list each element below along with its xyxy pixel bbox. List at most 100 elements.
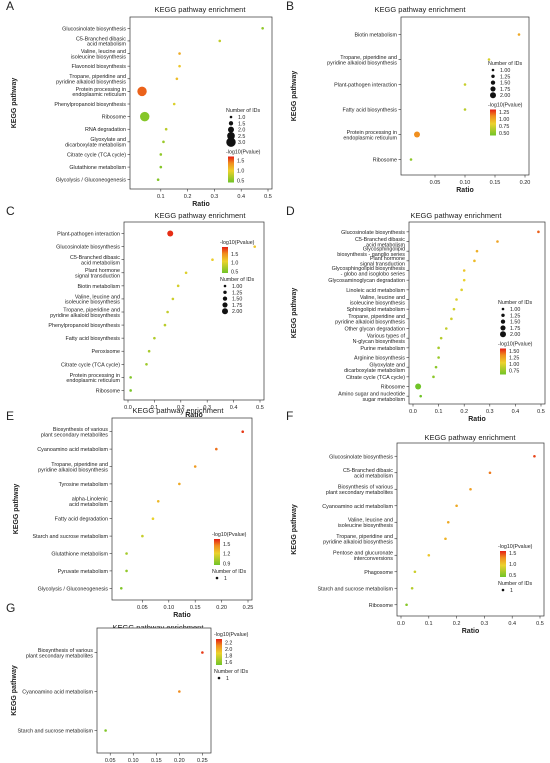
data-point [129, 376, 132, 379]
y-tick-label-line: isoleucine biosynthesis [350, 300, 405, 306]
y-tick-label-line: pyridine alkaloid biosynthesis [335, 320, 405, 326]
plot-frame [129, 16, 273, 190]
color-legend-label: 0.5 [231, 269, 238, 275]
size-legend-label: 1.0 [238, 115, 245, 121]
y-tick-label: Glycosphingolipid biosynthesis - globo an… [332, 266, 406, 277]
x-tick-label: 0.10 [128, 758, 139, 763]
y-tick-label: Arginine biosynthesis [354, 356, 405, 362]
color-legend-label: 1.25 [499, 110, 509, 116]
size-legend-label: 2.00 [500, 93, 510, 99]
color-legend-label: 0.50 [499, 131, 509, 137]
y-tick-label-line: Pentose and glucuronate [333, 551, 393, 557]
y-tick-label-line: Protein processing in [70, 373, 120, 379]
size-legend-title: Number of IDs [212, 569, 246, 575]
y-tick-label: Plant-pathogen interaction [57, 232, 120, 238]
data-point [172, 102, 176, 106]
y-tick-label: Fatty acid biosynthesis [65, 336, 120, 342]
size-legend-label: 1 [226, 676, 229, 682]
x-tick-label: 0.05 [105, 758, 116, 763]
panel-letter: A [6, 0, 14, 13]
color-legend-label: 1.6 [225, 660, 232, 666]
y-tick-label: Glyoxylate and dicarboxylate metabolism [65, 137, 126, 148]
y-tick-label: Linoleic acid metabolism [346, 288, 405, 294]
data-point [452, 307, 456, 311]
y-tick-label-line: plant secondary metabolites [41, 433, 108, 439]
size-legend-dot [500, 319, 506, 324]
color-legend-bar [222, 247, 228, 273]
size-legend-label: 1.25 [510, 313, 520, 319]
color-legend-label: 1.5 [237, 159, 244, 165]
color-legend-label: 1.8 [225, 653, 232, 659]
y-tick-label: Peroxisome [92, 349, 120, 355]
y-tick-label-line: alpha-Linolenic [72, 497, 109, 503]
x-tick-label: 0.5 [537, 409, 545, 415]
chart-title: KEGG pathway enrichment [375, 5, 467, 14]
x-tick-label: 0.4 [237, 194, 245, 200]
chart-title: KEGG pathway enrichment [155, 211, 247, 220]
data-point [437, 346, 440, 350]
size-legend-label: 2.0 [238, 128, 245, 134]
y-tick-label: Valine, leucine and isoleucine biosynthes… [350, 295, 405, 306]
x-tick-label: 0.2 [460, 409, 468, 415]
x-tick-label: 0.3 [481, 621, 489, 627]
y-tick-label: Protein processing in endoplasmic reticul… [343, 130, 397, 141]
y-tick-label-line: isoleucine biosynthesis [338, 523, 393, 529]
y-tick-label: C5-Branched dibasic acid metabolism [355, 237, 406, 248]
y-tick-label: Glutathione metabolism [69, 165, 126, 171]
y-tick-label-line: acid metabolism [87, 42, 126, 48]
y-tick-label-line: dicarboxylate metabolism [344, 368, 405, 374]
panel-letter: D [286, 204, 295, 218]
size-legend-dot [228, 126, 234, 133]
y-tick-label-line: Biosynthesis of various [38, 648, 93, 654]
y-tick-label: C5-Branched dibasic acid metabolism [76, 36, 127, 47]
plot-frame [396, 442, 545, 617]
size-legend-dot [490, 80, 496, 85]
data-point [193, 465, 197, 468]
y-tick-label: Biosynthesis of various plant secondary m… [26, 648, 93, 659]
x-axis-label: Ratio [468, 416, 486, 423]
y-tick-label: Various types of N-glycan biosynthesis [353, 334, 406, 345]
data-point [427, 553, 431, 557]
plot-frame [400, 16, 530, 176]
x-tick-label: 0.10 [460, 180, 471, 186]
size-legend-label: 1.50 [500, 81, 510, 87]
y-axis-label: KEGG pathway [11, 78, 18, 129]
y-tick-label: Plant hormone signal transduction [360, 256, 405, 267]
size-legend-dot [222, 302, 228, 308]
y-tick-label-line: Valine, leucine and [81, 49, 126, 55]
size-legend-label: 1.25 [232, 290, 242, 296]
y-tick-label: Tyrosine metabolism [59, 482, 109, 488]
x-tick-label: 0.15 [151, 758, 162, 763]
x-tick-label: 0.4 [512, 409, 520, 415]
x-tick-label: 0.10 [163, 605, 174, 611]
y-tick-label-line: Biosynthesis of various [338, 485, 393, 491]
y-tick-label: Glutathione metabolism [51, 552, 108, 558]
size-legend-dot [223, 284, 227, 288]
size-legend-label: 1.00 [232, 284, 242, 290]
size-legend-dot [501, 588, 505, 592]
y-tick-label-line: biosynthesis - ganglio series [337, 252, 405, 258]
data-point [487, 58, 491, 61]
data-point [163, 323, 167, 327]
size-legend-dot [500, 325, 506, 331]
color-legend-label: 0.75 [499, 124, 509, 130]
size-legend-title: Number of IDs [220, 277, 254, 283]
size-legend-dot [222, 296, 228, 301]
x-tick-label: 0.1 [435, 409, 443, 415]
data-point [159, 165, 163, 169]
x-tick-label: 0.3 [486, 409, 494, 415]
y-tick-label-line: Glyoxylate and [90, 137, 126, 143]
x-tick-label: 0.3 [203, 405, 211, 411]
data-point [153, 336, 156, 340]
y-tick-label-line: Biosynthesis of various [53, 427, 108, 433]
size-legend-dot [490, 86, 496, 92]
size-legend-label: 3.0 [238, 140, 245, 146]
y-tick-label: Valine, leucine and isoleucine biosynthes… [338, 518, 393, 529]
data-point [164, 127, 168, 131]
y-tick-label: Ribosome [102, 115, 126, 121]
y-tick-label: Glycolysis / Gluconeogenesis [38, 586, 109, 592]
size-legend-label: 1.75 [500, 87, 510, 93]
color-legend-label: 0.75 [509, 369, 519, 375]
